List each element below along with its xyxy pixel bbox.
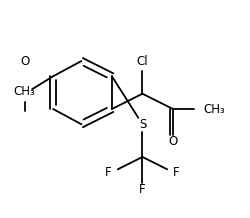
- Text: CH₃: CH₃: [204, 102, 225, 116]
- Text: O: O: [20, 54, 29, 68]
- Text: CH₃: CH₃: [14, 85, 36, 98]
- Text: O: O: [168, 135, 177, 148]
- Text: F: F: [105, 166, 112, 179]
- Text: F: F: [173, 166, 180, 179]
- Text: F: F: [139, 183, 146, 196]
- Text: S: S: [139, 118, 146, 131]
- Text: Cl: Cl: [137, 54, 148, 68]
